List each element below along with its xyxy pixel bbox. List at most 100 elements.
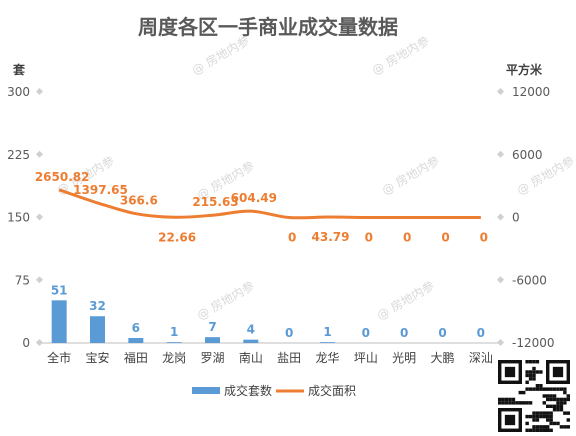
qr-module — [535, 418, 540, 422]
qr-module — [563, 387, 567, 391]
chart-title: 周度各区一手商业成交量数据 — [138, 15, 398, 39]
bar-value-label: 32 — [89, 299, 106, 313]
y-left-tick-label: 225 — [7, 148, 30, 162]
qr-module — [532, 373, 536, 378]
x-tick-label: 大鹏 — [430, 351, 454, 365]
qr-module — [546, 404, 550, 408]
qr-module — [559, 425, 564, 429]
bar-value-label: 1 — [323, 325, 331, 339]
qr-module — [549, 414, 553, 419]
qr-module — [556, 404, 560, 408]
qr-module — [528, 414, 533, 419]
qr-module — [556, 408, 560, 412]
qr-module — [552, 397, 557, 402]
y-right-tick-marker — [496, 338, 505, 347]
watermark-text: @ 房地内参 — [379, 153, 442, 198]
y-right-tick-label: -12000 — [512, 336, 555, 350]
qr-module — [546, 425, 550, 429]
line-value-label: 0 — [480, 231, 488, 245]
qr-module — [525, 421, 529, 426]
qr-module — [504, 397, 509, 402]
qr-module — [556, 397, 560, 402]
bar-value-label: 0 — [400, 326, 408, 340]
bar-value-label: 1 — [170, 325, 178, 339]
qr-module — [549, 397, 553, 402]
line-value-label: 0 — [441, 231, 449, 245]
line-series — [58, 188, 481, 220]
y-left-tick-marker — [35, 87, 44, 96]
bar-value-label: 7 — [208, 320, 216, 334]
line-value-label: 604.49 — [231, 191, 277, 205]
qr-module — [552, 408, 557, 412]
qr-module — [559, 404, 564, 408]
y-right-tick-marker — [496, 150, 505, 158]
qr-module — [566, 418, 570, 422]
legend-bar-label: 成交套数 — [224, 383, 272, 398]
line-value-label: 0 — [365, 231, 373, 245]
qr-module — [556, 401, 560, 405]
y-left-tick-label: 75 — [15, 273, 30, 287]
qr-module — [542, 425, 546, 429]
x-tick-label: 南山 — [239, 350, 263, 365]
y-right-tick-marker — [496, 87, 505, 96]
qr-module — [532, 366, 536, 371]
qr-module — [501, 397, 505, 402]
qr-module — [532, 425, 536, 429]
qr-module — [535, 387, 540, 391]
qr-module — [563, 390, 567, 395]
qr-module — [546, 394, 550, 398]
line-value-label: 22.66 — [158, 230, 196, 244]
qr-module — [525, 387, 529, 391]
bar-value-label: 6 — [132, 321, 140, 335]
y-left-tick-label: 0 — [22, 336, 30, 350]
qr-module — [535, 425, 540, 429]
qr-module — [532, 387, 536, 391]
qr-module — [532, 414, 536, 419]
y-right-tick-label: 6000 — [512, 148, 543, 162]
qr-module — [542, 387, 546, 391]
qr-module — [525, 373, 529, 378]
qr-module — [559, 387, 564, 391]
bar-value-label: 4 — [247, 323, 255, 337]
x-tick-label: 龙岗 — [162, 351, 186, 365]
qr-module — [525, 360, 529, 364]
qr-module — [539, 370, 543, 374]
x-tick-label: 宝安 — [85, 350, 109, 365]
qr-module — [515, 401, 519, 405]
x-tick-label: 福田 — [124, 350, 148, 365]
qr-module — [532, 377, 536, 381]
qr-code-icon — [498, 360, 570, 432]
qr-module — [566, 425, 570, 429]
legend: 成交套数 成交面积 — [192, 383, 356, 398]
qr-module — [539, 414, 543, 419]
bar — [90, 316, 105, 343]
line-value-label: 0 — [403, 231, 411, 245]
y-left-tick-marker — [35, 276, 44, 284]
watermark-text: @ 房地内参 — [369, 33, 432, 78]
qr-module — [539, 384, 543, 388]
y-left-tick-marker — [35, 338, 44, 347]
qr-module — [525, 380, 529, 384]
qr-module — [528, 370, 533, 374]
qr-module — [528, 387, 533, 391]
qr-module — [542, 394, 546, 398]
qr-module — [552, 404, 557, 408]
qr-module — [546, 414, 550, 419]
qr-module — [528, 360, 533, 364]
qr-module — [539, 428, 543, 432]
qr-module — [563, 397, 567, 402]
bar — [166, 342, 182, 343]
y-right-tick-label: 12000 — [512, 85, 550, 99]
qr-module — [532, 360, 536, 364]
qr-module — [549, 428, 553, 432]
qr-module — [563, 411, 567, 415]
qr-module — [532, 370, 536, 374]
line-value-label: 2650.82 — [35, 170, 90, 184]
qr-module — [559, 401, 564, 405]
line-value-label: 43.79 — [312, 230, 350, 244]
qr-module — [535, 360, 540, 364]
y-left-tick-marker — [35, 150, 44, 158]
line-value-label: 1397.65 — [73, 183, 128, 197]
qr-module — [552, 421, 557, 426]
